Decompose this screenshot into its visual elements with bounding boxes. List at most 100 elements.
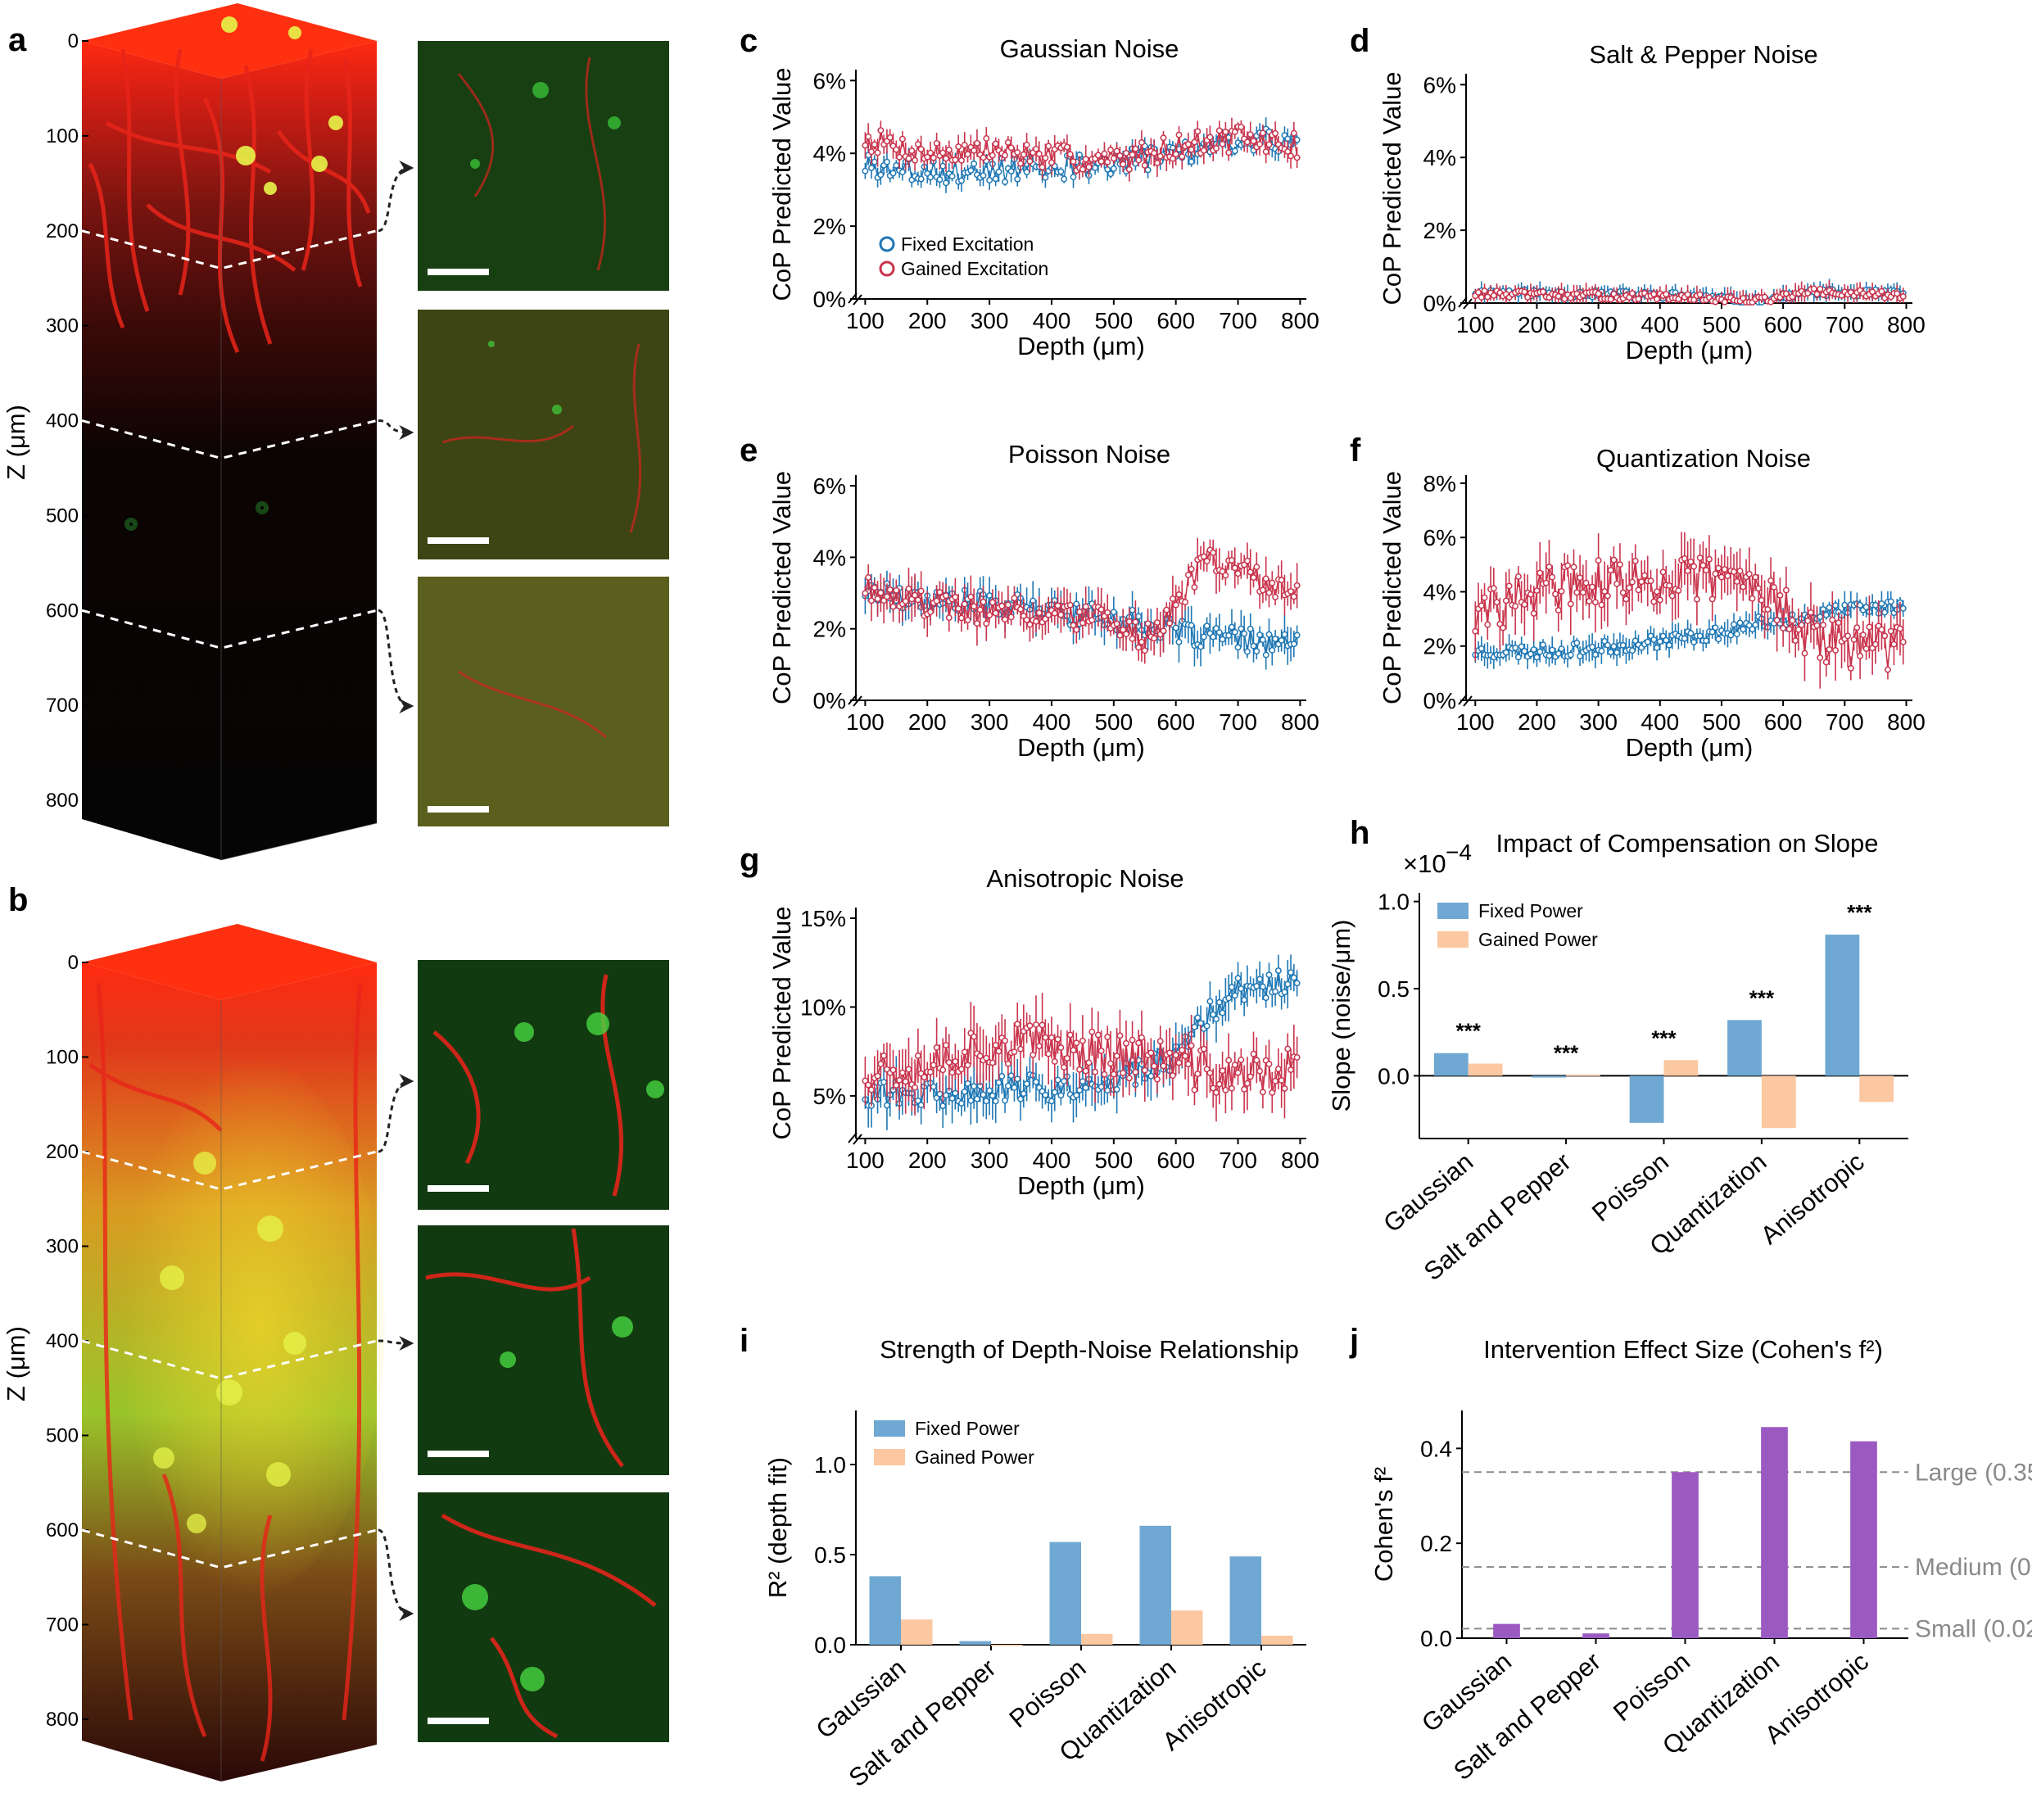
data-point — [1225, 149, 1233, 156]
data-point — [914, 596, 921, 604]
y-tick-label: 6% — [813, 68, 846, 93]
chart-d: Salt & Pepper Noise 100 200 300 400 500 600 700… — [1378, 40, 1926, 364]
series-fixed-excitation — [1472, 591, 1907, 669]
data-point — [1555, 292, 1562, 300]
y-axis-label: CoP Predicted Value — [1378, 471, 1406, 704]
data-point — [1017, 1045, 1024, 1053]
x-tick-label: 100 — [846, 709, 885, 735]
z-tick-label: 700 — [46, 695, 79, 717]
data-point — [1589, 643, 1596, 650]
data-point — [1213, 625, 1220, 632]
data-point — [1210, 549, 1217, 556]
data-point — [1014, 149, 1021, 156]
data-point — [1288, 152, 1294, 160]
z-tick-label: 800 — [46, 1709, 79, 1731]
data-point — [1881, 632, 1889, 640]
x-tick-label: 800 — [1281, 1148, 1319, 1173]
data-point — [1229, 1084, 1235, 1092]
data-point — [1826, 645, 1833, 653]
bar — [1582, 1633, 1609, 1638]
data-point — [1253, 564, 1260, 571]
data-point — [1061, 175, 1068, 183]
scale-bar — [428, 269, 489, 275]
data-point — [1014, 1075, 1021, 1083]
data-point — [1533, 587, 1541, 595]
panel-label-a: a — [8, 22, 27, 58]
bar — [1468, 1063, 1503, 1076]
y-tick-label: 2% — [813, 214, 846, 239]
data-point — [998, 602, 1006, 609]
data-point — [1281, 1085, 1288, 1092]
data-point — [1210, 1084, 1217, 1092]
data-point — [1654, 296, 1660, 303]
data-point — [1234, 1069, 1242, 1076]
data-point — [1518, 643, 1525, 650]
data-point — [1184, 1061, 1192, 1068]
data-point — [1035, 1043, 1043, 1050]
data-point — [1684, 567, 1691, 574]
data-point — [1687, 558, 1695, 565]
data-point — [1132, 145, 1139, 152]
series-gained-excitation — [862, 993, 1301, 1122]
data-point — [874, 149, 881, 156]
z-tick-label: 200 — [46, 1141, 79, 1163]
data-point — [1132, 618, 1139, 626]
data-point — [905, 585, 912, 592]
data-point — [1281, 631, 1288, 638]
chart-f: Quantization Noise 100 200 300 400 500 600 700 8… — [1378, 444, 1926, 762]
y-tick-label: 0.2 — [1420, 1531, 1452, 1556]
data-point — [930, 154, 937, 161]
data-point — [1635, 296, 1642, 302]
data-point — [898, 169, 906, 176]
data-point — [1780, 625, 1787, 632]
data-point — [1051, 609, 1058, 617]
data-point — [1094, 1031, 1102, 1039]
slice-line — [81, 609, 378, 650]
data-point — [883, 1102, 890, 1109]
data-point — [939, 149, 947, 156]
data-point — [1659, 568, 1667, 576]
data-point — [1610, 643, 1618, 650]
data-point — [1817, 613, 1824, 621]
data-point — [1092, 1068, 1099, 1075]
data-point — [952, 1058, 959, 1065]
data-point — [1079, 165, 1086, 173]
data-point — [1017, 605, 1024, 613]
y-tick-label: 0.5 — [814, 1542, 846, 1568]
data-point — [1030, 1051, 1037, 1058]
data-point — [1598, 601, 1605, 609]
bar — [1850, 1441, 1877, 1638]
slice-lines-a — [81, 161, 414, 713]
data-point — [1234, 975, 1242, 982]
data-point — [1290, 641, 1297, 648]
data-point — [1570, 564, 1577, 571]
data-point — [971, 147, 978, 154]
chart-title: Poisson Noise — [1008, 440, 1170, 469]
data-point — [1272, 129, 1279, 137]
axis-break — [848, 1132, 862, 1145]
data-point — [1899, 638, 1907, 645]
data-point — [986, 592, 993, 600]
data-point — [933, 1044, 940, 1051]
data-point — [1829, 616, 1836, 623]
panel-label-j: j — [1349, 1323, 1359, 1359]
data-point — [1057, 611, 1065, 618]
data-point — [1478, 645, 1485, 652]
data-point — [912, 156, 919, 164]
data-point — [933, 139, 940, 147]
data-point — [1808, 609, 1814, 616]
data-point — [1066, 601, 1074, 609]
data-point — [1241, 1085, 1248, 1093]
data-point — [1666, 582, 1673, 589]
data-point — [992, 1098, 999, 1105]
data-point — [1663, 291, 1670, 298]
data-point — [1166, 1049, 1174, 1057]
data-point — [1057, 1092, 1065, 1099]
data-point — [1229, 623, 1235, 631]
data-point — [948, 173, 956, 180]
data-point — [927, 1068, 934, 1075]
volume-top-b — [82, 924, 377, 1000]
x-tick-label: 500 — [1703, 709, 1741, 735]
x-tick-label: Salt and Pepper — [1448, 1647, 1606, 1786]
data-point — [1619, 641, 1627, 649]
